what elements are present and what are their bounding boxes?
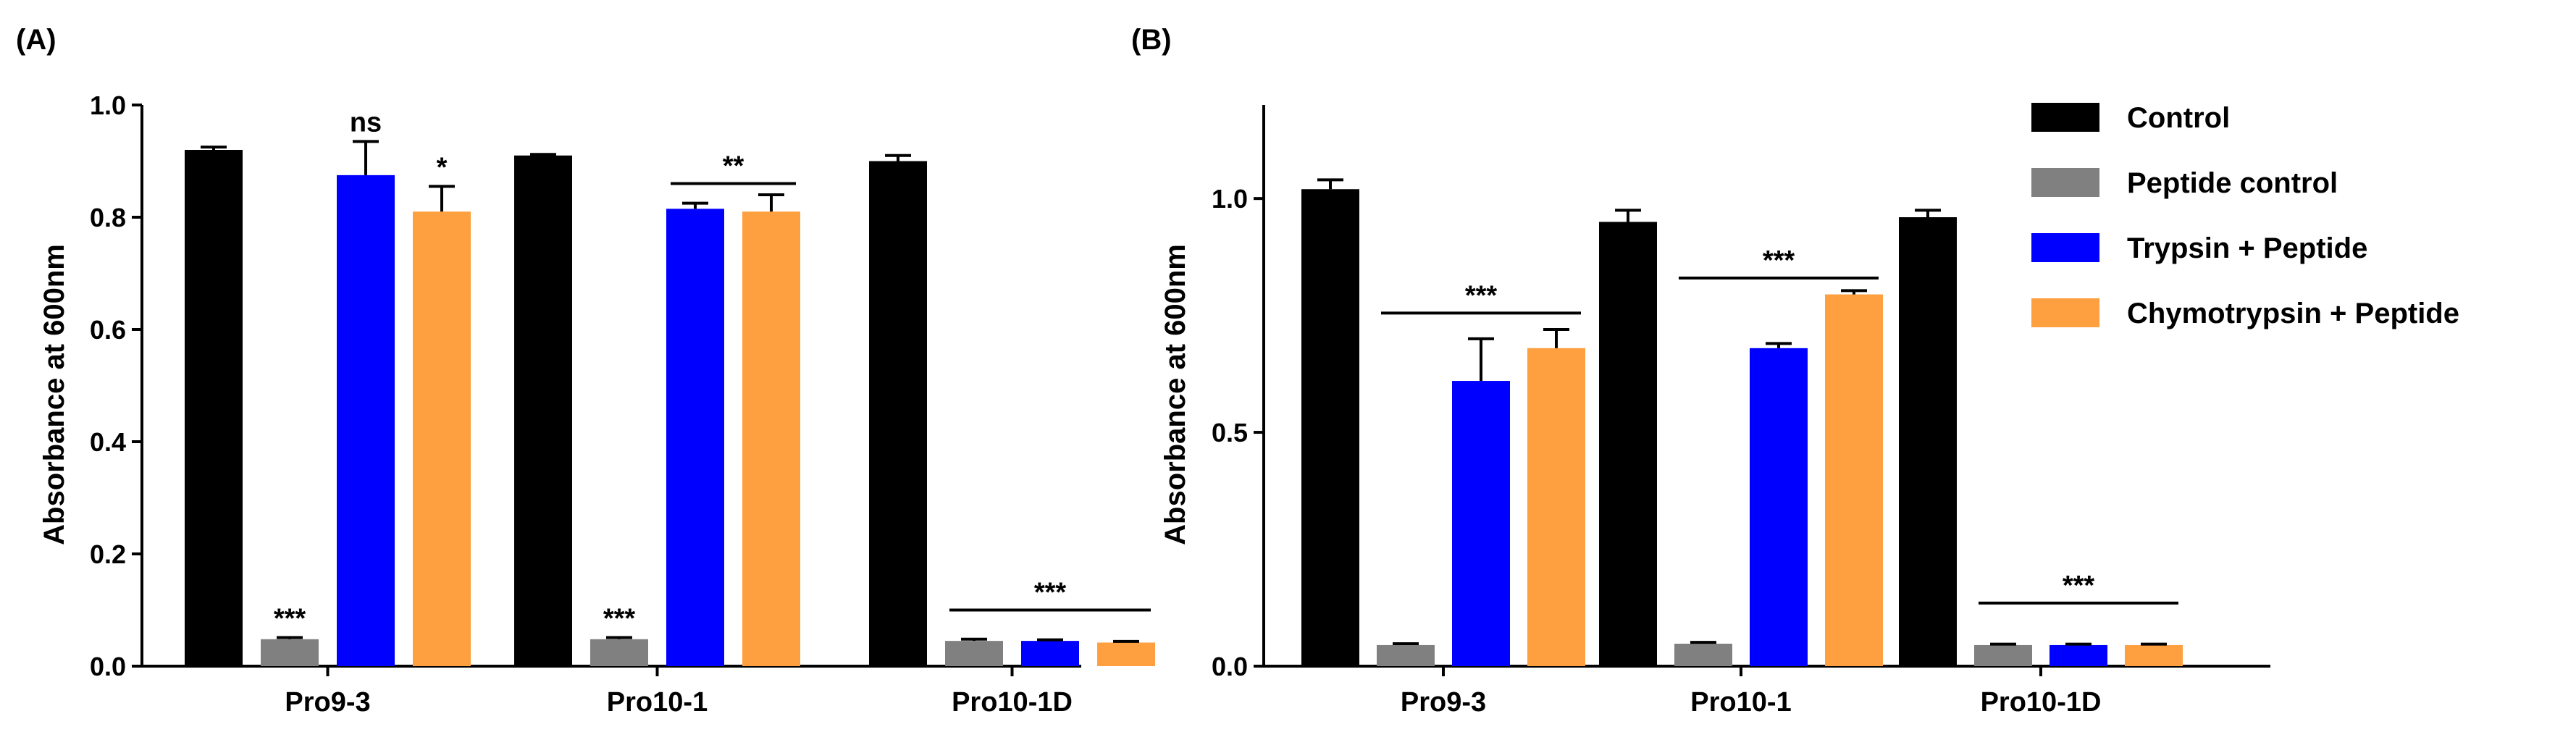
panel-b-bar-trypsin-peptide-pro9-3 bbox=[1452, 381, 1510, 666]
panel-a-bar-chymotrypsin-peptide-pro10-1 bbox=[742, 211, 800, 666]
panel-a-x-tick-label-pro10-1: Pro10-1 bbox=[607, 687, 708, 718]
panel-b-x-tick-label-pro9-3: Pro9-3 bbox=[1401, 687, 1486, 718]
panel-b-bar-chymotrypsin-peptide-pro10-1d bbox=[2125, 644, 2183, 666]
panel-a-bars bbox=[185, 150, 1155, 666]
panel-b-significance-label: *** bbox=[2063, 571, 2095, 601]
panel-a-label: (A) bbox=[16, 24, 56, 56]
panel-b-bar-trypsin-peptide-pro10-1d bbox=[2050, 644, 2107, 666]
panel-a-bar-control-pro10-1 bbox=[514, 155, 572, 666]
legend-label-control: Control bbox=[2127, 102, 2230, 134]
panel-a-y-tick-label: 0.6 bbox=[90, 315, 126, 345]
panel-b-y-tick-label: 0.5 bbox=[1212, 418, 1248, 447]
panel-b-y-tick-label: 0.0 bbox=[1212, 652, 1248, 681]
panel-b-bar-control-pro10-1 bbox=[1599, 222, 1657, 666]
legend-swatch-peptide-control bbox=[2031, 168, 2099, 197]
panel-b-bar-chymotrypsin-peptide-pro9-3 bbox=[1527, 348, 1585, 666]
panel-b-bars bbox=[1301, 189, 2183, 666]
panel-b-x-tick-label-pro10-1: Pro10-1 bbox=[1690, 687, 1791, 718]
panel-a-y-tick-label: 0.4 bbox=[90, 427, 126, 457]
panel-b-label: (B) bbox=[1131, 24, 1172, 56]
legend: Control Peptide control Trypsin + Peptid… bbox=[2031, 102, 2459, 329]
panel-b-bar-trypsin-peptide-pro10-1 bbox=[1750, 348, 1808, 666]
legend-label-chymotrypsin-peptide: Chymotrypsin + Peptide bbox=[2127, 298, 2459, 329]
panel-b-axes: 0.0 0.5 1.0 Pro9-3 Pro10-1 Pro10-1D bbox=[1212, 105, 2270, 718]
panel-a-axes: 0.0 0.2 0.4 0.6 0.8 1.0 Pro9-3 Pro10-1 Pro10-1D bbox=[90, 91, 1081, 718]
legend-label-peptide-control: Peptide control bbox=[2127, 167, 2338, 199]
panel-a-bar-trypsin-peptide-pro10-1 bbox=[666, 209, 724, 666]
panel-a-bar-trypsin-peptide-pro9-3 bbox=[337, 175, 395, 666]
panel-a-bar-control-pro10-1d bbox=[869, 161, 927, 666]
panel-a-significance-label: * bbox=[437, 152, 448, 182]
panel-a-significance-label: ns bbox=[350, 107, 382, 138]
legend-item-peptide-control: Peptide control bbox=[2031, 167, 2338, 199]
panel-b-y-axis-title: Absorbance at 600nm bbox=[1159, 244, 1191, 545]
panel-a-bar-peptide-control-pro9-3 bbox=[261, 639, 319, 666]
panel-b-bar-control-pro9-3 bbox=[1301, 189, 1359, 666]
panel-a-bar-peptide-control-pro10-1 bbox=[590, 639, 648, 666]
panel-a-error-bars bbox=[201, 140, 1139, 643]
panel-b-bar-control-pro10-1d bbox=[1899, 217, 1957, 666]
legend-item-control: Control bbox=[2031, 102, 2230, 134]
panel-b-y-tick-label: 1.0 bbox=[1212, 184, 1248, 214]
panel-a-bar-control-pro9-3 bbox=[185, 150, 243, 666]
panel-a-bar-chymotrypsin-peptide-pro10-1d bbox=[1097, 642, 1155, 666]
panel-a-y-tick-label: 0.0 bbox=[90, 652, 126, 681]
panel-a-significance-label: *** bbox=[603, 603, 636, 634]
panel-b-error-bars bbox=[1317, 178, 2167, 646]
panel-b-significance-label: *** bbox=[1763, 245, 1795, 276]
panel-b-bar-chymotrypsin-peptide-pro10-1 bbox=[1825, 294, 1883, 666]
panel-a-significance-label: *** bbox=[274, 603, 306, 634]
panel-a-y-tick-label: 0.8 bbox=[90, 203, 126, 232]
legend-item-trypsin-peptide: Trypsin + Peptide bbox=[2031, 232, 2367, 264]
panel-b-bar-peptide-control-pro9-3 bbox=[1377, 644, 1435, 666]
panel-a: (A) Absorbance at 600nm 0.0 0.2 0.4 0.6 0.8 1… bbox=[16, 24, 1155, 718]
panel-a-y-axis-title: Absorbance at 600nm bbox=[38, 244, 70, 545]
panel-a-x-tick-label-pro10-1d: Pro10-1D bbox=[952, 687, 1073, 718]
panel-b-annotations: *** *** *** bbox=[1381, 245, 2178, 605]
panel-a-annotations: ***ns********* bbox=[274, 107, 1151, 634]
panel-b-significance-label: *** bbox=[1465, 280, 1498, 311]
panel-b-x-tick-label-pro10-1d: Pro10-1D bbox=[1981, 687, 2102, 718]
panel-a-y-tick-label: 1.0 bbox=[90, 91, 126, 120]
panel-b-bar-peptide-control-pro10-1d bbox=[1974, 644, 2032, 666]
panel-a-y-tick-label: 0.2 bbox=[90, 539, 126, 569]
legend-swatch-chymotrypsin-peptide bbox=[2031, 298, 2099, 327]
legend-swatch-control bbox=[2031, 103, 2099, 132]
panel-a-significance-label: *** bbox=[1034, 578, 1067, 608]
legend-item-chymotrypsin-peptide: Chymotrypsin + Peptide bbox=[2031, 298, 2459, 329]
legend-label-trypsin-peptide: Trypsin + Peptide bbox=[2127, 232, 2367, 264]
panel-b: (B) Absorbance at 600nm 0.0 0.5 1.0 Pro9-3 P… bbox=[1131, 24, 2270, 718]
panel-a-bar-peptide-control-pro10-1d bbox=[945, 641, 1003, 666]
panel-a-bar-trypsin-peptide-pro10-1d bbox=[1021, 641, 1079, 666]
panel-a-bar-chymotrypsin-peptide-pro9-3 bbox=[413, 211, 471, 666]
panel-b-bar-peptide-control-pro10-1 bbox=[1674, 644, 1732, 666]
panel-a-significance-label: ** bbox=[723, 151, 744, 182]
legend-swatch-trypsin-peptide bbox=[2031, 233, 2099, 262]
panel-a-x-tick-label-pro9-3: Pro9-3 bbox=[285, 687, 370, 718]
